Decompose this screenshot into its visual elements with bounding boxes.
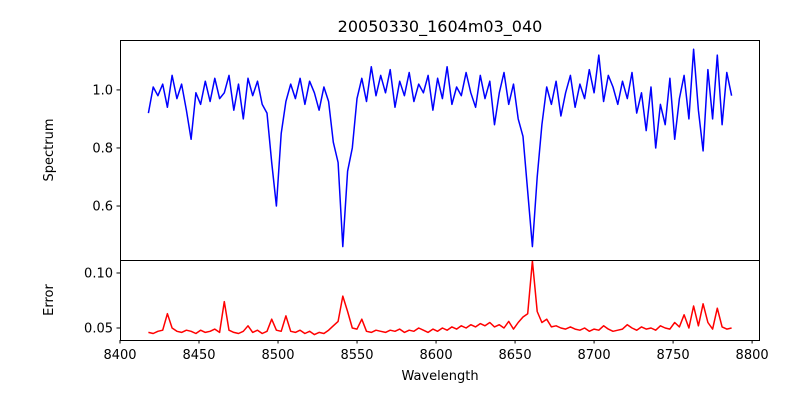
error-ytick-label: 0.10 — [84, 266, 113, 281]
spectrum-axes: 0.6 0.8 1.0 Spectrum — [42, 40, 760, 261]
error-line — [148, 260, 732, 336]
x-tick-label: 8450 — [182, 348, 215, 363]
error-axes: 0.05 0.10 8400 8450 8500 8550 8600 8650 8700 875… — [42, 260, 769, 384]
spectrum-line — [147, 48, 733, 248]
x-tick-label: 8550 — [340, 348, 373, 363]
error-ylabel: Error — [42, 284, 57, 316]
spectrum-axes-frame — [120, 40, 760, 261]
error-axes-frame — [120, 260, 760, 341]
spectrum-ytick-label: 0.8 — [92, 141, 113, 156]
spectrum-ylabel: Spectrum — [42, 119, 57, 182]
spectrum-ytick-label: 0.6 — [92, 200, 113, 215]
x-axis-label: Wavelength — [401, 369, 478, 384]
x-tick-label: 8400 — [103, 348, 136, 363]
x-tick-label: 8800 — [736, 348, 769, 363]
chart-title: 20050330_1604m03_040 — [338, 17, 543, 37]
x-tick-label: 8600 — [420, 348, 453, 363]
spectrum-ytick-label: 1.0 — [92, 83, 113, 98]
x-tick-label: 8500 — [261, 348, 294, 363]
error-ytick-label: 0.05 — [84, 322, 113, 337]
x-tick-label: 8650 — [499, 348, 532, 363]
x-tick-label: 8750 — [657, 348, 690, 363]
x-tick-label: 8700 — [578, 348, 611, 363]
